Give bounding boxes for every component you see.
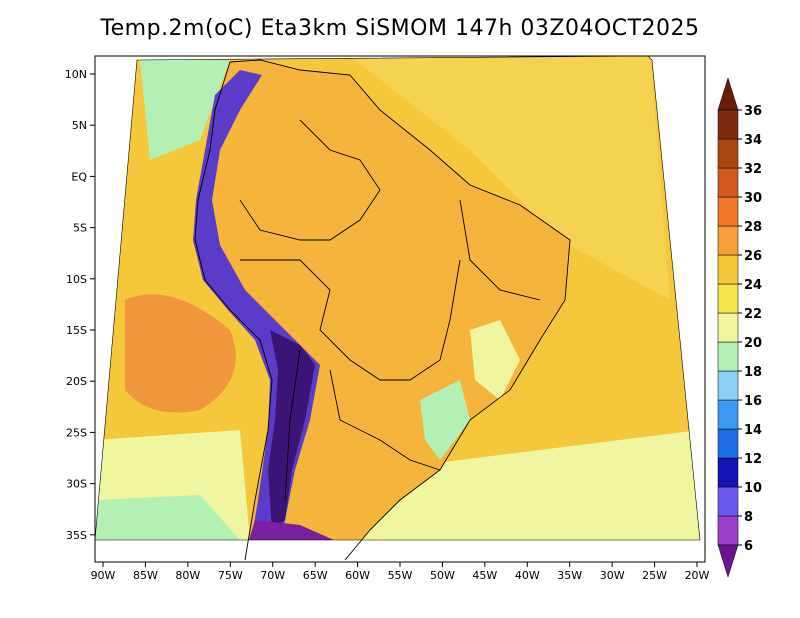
colorbar-box: [717, 167, 739, 198]
colorbar-box: [717, 428, 739, 459]
colorbar-label: 10: [744, 481, 762, 496]
colorbar-label: 22: [744, 307, 762, 322]
colorbar-box: [717, 370, 739, 401]
lon-tick-label: 35W: [557, 569, 582, 582]
colorbar-label: 8: [744, 510, 753, 525]
south-atlantic-cool-zone: [340, 430, 700, 540]
lon-tick-label: 85W: [133, 569, 158, 582]
border-south: [329, 369, 441, 471]
colorbar-box: [717, 196, 739, 227]
colorbar-label: 16: [744, 394, 762, 409]
lon-tick-label: 55W: [388, 569, 413, 582]
border-north: [239, 119, 381, 241]
lon-tick-label: 90W: [91, 569, 116, 582]
atlantic-warm-zone: [350, 56, 670, 300]
lon-tick-label: 70W: [260, 569, 285, 582]
colorbar-label: 14: [744, 423, 762, 438]
lon-tick-label: 45W: [472, 569, 497, 582]
lat-tick-label: EQ: [71, 170, 87, 183]
lat-tick-label: 15S: [66, 324, 87, 337]
colorbar-label: 36: [744, 104, 762, 119]
latitude-axis: 10N 5N EQ 5S 10S 15S 20S 25S 30S 35S: [65, 68, 95, 542]
patagonia-cold: [243, 520, 350, 540]
colorbar-box: [717, 138, 739, 169]
colorbar-box: [717, 399, 739, 430]
pacific-hot-pool: [125, 294, 236, 413]
lat-tick-label: 30S: [66, 478, 87, 491]
southeast-highlands: [420, 380, 470, 460]
colorbar-label: 32: [744, 162, 762, 177]
andes-core: [268, 330, 315, 530]
colorbar-box: [717, 341, 739, 372]
border-northeast: [459, 199, 541, 301]
border-chile-argentina: [284, 349, 301, 501]
colorbar-label: 24: [744, 278, 762, 293]
lon-tick-label: 80W: [175, 569, 200, 582]
colorbar-label: 6: [744, 539, 753, 554]
colorbar-box: [717, 283, 739, 314]
colorbar-label: 20: [744, 336, 762, 351]
country-borders: [194, 59, 571, 561]
domain-outline: [94, 55, 701, 541]
northwest-pacific-zone: [140, 60, 230, 160]
lat-tick-label: 10N: [65, 68, 87, 81]
lon-tick-label: 30W: [600, 569, 625, 582]
lon-tick-label: 60W: [345, 569, 370, 582]
lon-tick-label: 75W: [218, 569, 243, 582]
colorbar-label: 12: [744, 452, 762, 467]
colorbar: 6 8 10 12 14 16 18 20 22 24 26 28 30 32 34 36: [717, 77, 762, 578]
lon-tick-label: 40W: [515, 569, 540, 582]
coastline-west: [194, 61, 273, 561]
colorbar-arrow-low: [717, 544, 739, 578]
lon-tick-label: 50W: [430, 569, 455, 582]
lat-tick-label: 20S: [66, 375, 87, 388]
colorbar-box: [717, 254, 739, 285]
colorbar-box: [717, 312, 739, 343]
colorbar-box: [717, 225, 739, 256]
coastline-east: [229, 59, 571, 561]
colorbar-label: 34: [744, 133, 762, 148]
lon-tick-label: 25W: [642, 569, 667, 582]
colorbar-label: 28: [744, 220, 762, 235]
colorbar-label: 30: [744, 191, 762, 206]
longitude-axis: 90W 85W 80W 75W 70W 65W 60W 55W 50W 45W 40W 35W 30W 2…: [91, 562, 710, 582]
map-title: Temp.2m(oC) Eta3km SiSMOM 147h 03Z04OCT2…: [100, 16, 700, 41]
lon-tick-label: 20W: [685, 569, 710, 582]
lat-tick-label: 5S: [73, 222, 87, 235]
lat-tick-label: 35S: [66, 529, 87, 542]
far-south-coast-zone: [95, 495, 240, 540]
lat-tick-label: 5N: [72, 119, 87, 132]
lat-tick-label: 25S: [66, 426, 87, 439]
colorbar-label: 26: [744, 249, 762, 264]
colorbar-box: [717, 109, 739, 140]
colorbar-label: 18: [744, 365, 762, 380]
border-central: [240, 259, 461, 381]
temperature-field: [95, 56, 700, 540]
lon-tick-label: 65W: [303, 569, 328, 582]
colorbar-arrow-high: [717, 77, 739, 111]
colorbar-box: [717, 486, 739, 517]
colorbar-box: [717, 457, 739, 488]
lat-tick-label: 10S: [66, 273, 87, 286]
colorbar-box: [717, 515, 739, 546]
minas-highlands: [470, 320, 520, 400]
